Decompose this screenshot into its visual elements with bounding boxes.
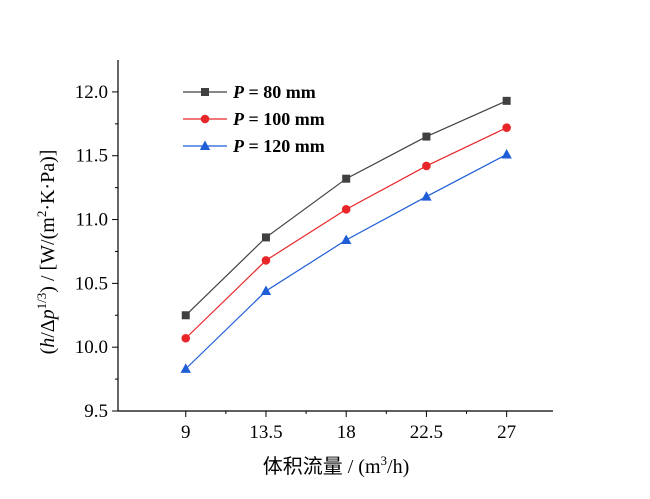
legend-label: P = 100 mm [232, 109, 325, 129]
legend: P = 80 mm P = 100 mm P = 120 mm [183, 82, 325, 156]
series-0 [181, 96, 511, 320]
data-point [181, 311, 190, 320]
data-point [421, 191, 432, 201]
legend-marker [201, 88, 209, 96]
y-tick-label: 10.0 [75, 337, 108, 358]
data-point [502, 123, 511, 132]
series-line [185, 127, 507, 339]
legend-marker [199, 140, 211, 150]
legend-marker [200, 114, 210, 124]
data-point [260, 285, 272, 296]
data-point [261, 256, 271, 265]
data-point [340, 234, 352, 244]
y-tick-label: 11.5 [75, 146, 108, 167]
data-point [342, 174, 351, 183]
data-point [261, 233, 270, 242]
data-point [180, 363, 191, 373]
y-tick-label: 9.5 [84, 401, 108, 422]
data-point [501, 148, 512, 159]
x-axis: 9 13.5 18 22.5 27 [118, 410, 553, 443]
series-layer [180, 96, 512, 373]
x-tick-label: 18 [337, 422, 356, 443]
x-tick-label: 13.5 [249, 422, 282, 443]
legend-label: P = 80 mm [232, 82, 316, 102]
y-tick-label: 11.0 [75, 210, 108, 231]
y-tick-label: 10.5 [75, 273, 108, 294]
data-point [181, 333, 191, 343]
data-point [422, 161, 431, 171]
x-axis-title: 体积流量 / (m3/h) [263, 453, 410, 478]
data-point [422, 132, 431, 141]
series-line [185, 153, 507, 370]
x-tick-label: 9 [181, 422, 191, 443]
series-2 [180, 148, 512, 373]
y-tick-label: 12.0 [75, 82, 108, 103]
data-point [502, 96, 511, 105]
x-tick-label: 22.5 [410, 422, 443, 443]
series-1 [181, 123, 511, 343]
legend-label: P = 120 mm [232, 136, 325, 156]
y-axis: 9.5 10.0 10.5 11.0 11.5 12.0 [75, 60, 119, 422]
data-point [341, 205, 351, 214]
x-tick-label: 27 [497, 422, 516, 443]
y-axis-title: (h/Δp1/3) / [W/(m2·K·Pa)] [34, 150, 59, 355]
